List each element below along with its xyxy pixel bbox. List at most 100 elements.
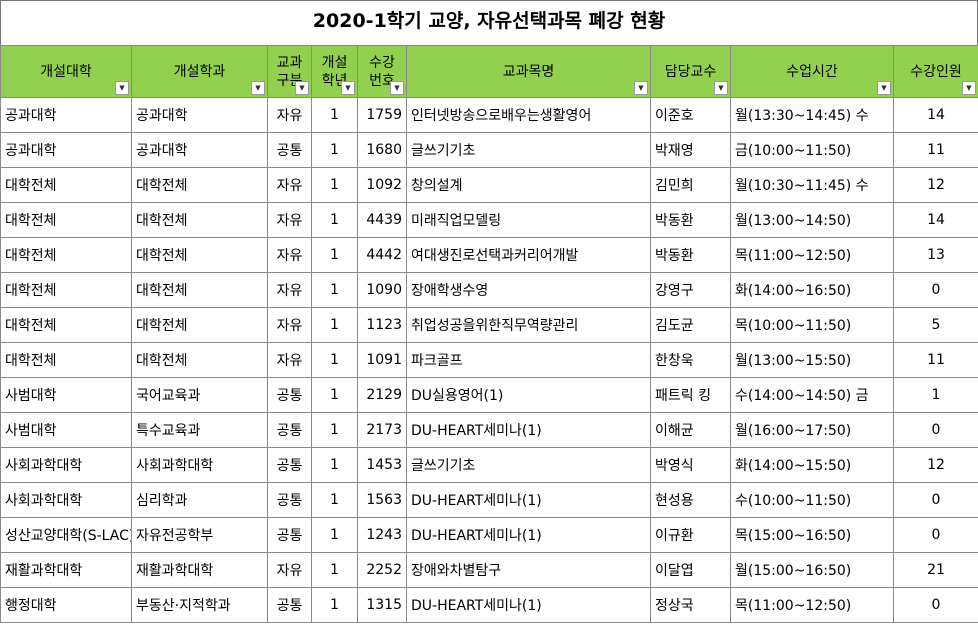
table-cell: 자유 bbox=[267, 552, 312, 588]
table-cell: 수(14:00~14:50) 금 bbox=[730, 377, 894, 413]
table-cell: 11 bbox=[893, 342, 978, 378]
table-cell: 박동환 bbox=[650, 202, 731, 238]
table-cell: 0 bbox=[893, 482, 978, 518]
table-row: 사범대학 국어교육과 공통 1 2129 DU실용영어(1) 패트릭 킹 수(14:00~14… bbox=[0, 377, 978, 413]
table-cell: DU실용영어(1) bbox=[406, 377, 651, 413]
table-cell: 공통 bbox=[267, 587, 312, 623]
table-cell: 인터넷방송으로배우는생활영어 bbox=[406, 97, 651, 133]
filter-button[interactable]: ▼ bbox=[877, 81, 891, 95]
table-cell: 11 bbox=[893, 132, 978, 168]
table-cell: 자유 bbox=[267, 307, 312, 343]
table-cell: 김도균 bbox=[650, 307, 731, 343]
column-header: 수강인원 ▼ bbox=[893, 45, 978, 98]
table-cell: 1563 bbox=[357, 482, 407, 518]
table-cell: 4442 bbox=[357, 237, 407, 273]
table-cell: 이준호 bbox=[650, 97, 731, 133]
table-cell: DU-HEART세미나(1) bbox=[406, 587, 651, 623]
table-cell: 행정대학 bbox=[0, 587, 132, 623]
table-cell: 공과대학 bbox=[131, 132, 268, 168]
table-cell: 사회과학대학 bbox=[0, 447, 132, 483]
table-cell: 1 bbox=[311, 447, 358, 483]
table-cell: 특수교육과 bbox=[131, 412, 268, 448]
table-cell: 강영구 bbox=[650, 272, 731, 308]
table-cell: 1092 bbox=[357, 167, 407, 203]
table-cell: 1315 bbox=[357, 587, 407, 623]
filter-button[interactable]: ▼ bbox=[390, 81, 404, 95]
table-cell: 1453 bbox=[357, 447, 407, 483]
filter-button[interactable]: ▼ bbox=[251, 81, 265, 95]
table-row: 행정대학 부동산·지적학과 공통 1 1315 DU-HEART세미나(1) 정상국 목(11… bbox=[0, 587, 978, 623]
table-cell: 월(13:00~14:50) bbox=[730, 202, 894, 238]
table-cell: 자유 bbox=[267, 202, 312, 238]
table-cell: 0 bbox=[893, 272, 978, 308]
column-header: 개설대학 ▼ bbox=[0, 45, 132, 98]
table-cell: 0 bbox=[893, 587, 978, 623]
table-cell: 현성용 bbox=[650, 482, 731, 518]
filter-button[interactable]: ▼ bbox=[714, 81, 728, 95]
table-cell: 1 bbox=[311, 377, 358, 413]
table-cell: 화(14:00~16:50) bbox=[730, 272, 894, 308]
filter-button[interactable]: ▼ bbox=[295, 81, 309, 95]
table-cell: 대학전체 bbox=[0, 307, 132, 343]
column-header: 담당교수 ▼ bbox=[650, 45, 731, 98]
table-cell: 1090 bbox=[357, 272, 407, 308]
table-cell: 자유전공학부 bbox=[131, 517, 268, 553]
table-cell: 대학전체 bbox=[131, 307, 268, 343]
table-cell: 1123 bbox=[357, 307, 407, 343]
table-cell: 장애와차별탐구 bbox=[406, 552, 651, 588]
column-header-text: 교과목명 bbox=[502, 63, 555, 80]
filter-button[interactable]: ▼ bbox=[115, 81, 129, 95]
table-cell: 대학전체 bbox=[131, 272, 268, 308]
table-cell: 대학전체 bbox=[131, 342, 268, 378]
table-cell: 사회과학대학 bbox=[131, 447, 268, 483]
column-header: 수업시간 ▼ bbox=[730, 45, 894, 98]
table-cell: 이달엽 bbox=[650, 552, 731, 588]
table-cell: 미래직업모델링 bbox=[406, 202, 651, 238]
table-cell: 글쓰기기초 bbox=[406, 132, 651, 168]
table-row: 재활과학대학 재활과학대학 자유 1 2252 장애와차별탐구 이달엽 월(15:00~16:… bbox=[0, 552, 978, 588]
column-header: 개설학과 ▼ bbox=[131, 45, 268, 98]
table-cell: 공통 bbox=[267, 447, 312, 483]
table-cell: 대학전체 bbox=[0, 237, 132, 273]
table-cell: 0 bbox=[893, 517, 978, 553]
table-cell: 5 bbox=[893, 307, 978, 343]
table-cell: 자유 bbox=[267, 237, 312, 273]
table-cell: 2129 bbox=[357, 377, 407, 413]
table-cell: 14 bbox=[893, 202, 978, 238]
column-header-text: 개설학과 bbox=[173, 63, 226, 80]
table-cell: 1 bbox=[311, 482, 358, 518]
table-cell: 대학전체 bbox=[0, 272, 132, 308]
table-cell: 12 bbox=[893, 167, 978, 203]
filter-button[interactable]: ▼ bbox=[634, 81, 648, 95]
table-cell: 공과대학 bbox=[0, 97, 132, 133]
filter-button[interactable]: ▼ bbox=[962, 81, 976, 95]
table-cell: DU-HEART세미나(1) bbox=[406, 412, 651, 448]
table-cell: 공통 bbox=[267, 377, 312, 413]
table-row: 대학전체 대학전체 자유 1 1090 장애학생수영 강영구 화(14:00~16:50) 0 bbox=[0, 272, 978, 308]
table-cell: 1 bbox=[311, 517, 358, 553]
table-cell: 1 bbox=[893, 377, 978, 413]
table-row: 사회과학대학 사회과학대학 공통 1 1453 글쓰기기초 박영식 화(14:00~15:50… bbox=[0, 447, 978, 483]
table-cell: 김민희 bbox=[650, 167, 731, 203]
column-header-text: 개설학년 bbox=[321, 54, 348, 89]
table-cell: 목(11:00~12:50) bbox=[730, 587, 894, 623]
table-row: 대학전체 대학전체 자유 1 1092 창의설계 김민희 월(10:30~11:45) 수 12 bbox=[0, 167, 978, 203]
table-row: 대학전체 대학전체 자유 1 4442 여대생진로선택과커리어개발 박동환 목(11:00~1… bbox=[0, 237, 978, 273]
column-header: 교과목명 ▼ bbox=[406, 45, 651, 98]
table-cell: 패트릭 킹 bbox=[650, 377, 731, 413]
column-header-text: 수업시간 bbox=[786, 63, 838, 80]
table-cell: DU-HEART세미나(1) bbox=[406, 482, 651, 518]
column-header: 수강번호 ▼ bbox=[357, 45, 407, 98]
table-cell: 화(14:00~15:50) bbox=[730, 447, 894, 483]
table-cell: 월(13:30~14:45) 수 bbox=[730, 97, 894, 133]
table-cell: 1 bbox=[311, 412, 358, 448]
table-row: 사회과학대학 심리학과 공통 1 1563 DU-HEART세미나(1) 현성용 수(10:0… bbox=[0, 482, 978, 518]
table-cell: 공통 bbox=[267, 412, 312, 448]
table-cell: 13 bbox=[893, 237, 978, 273]
filter-button[interactable]: ▼ bbox=[341, 81, 355, 95]
column-header: 개설학년 ▼ bbox=[311, 45, 358, 98]
table-cell: 대학전체 bbox=[131, 237, 268, 273]
table-cell: 공통 bbox=[267, 517, 312, 553]
table-cell: 공과대학 bbox=[131, 97, 268, 133]
table-cell: 2252 bbox=[357, 552, 407, 588]
